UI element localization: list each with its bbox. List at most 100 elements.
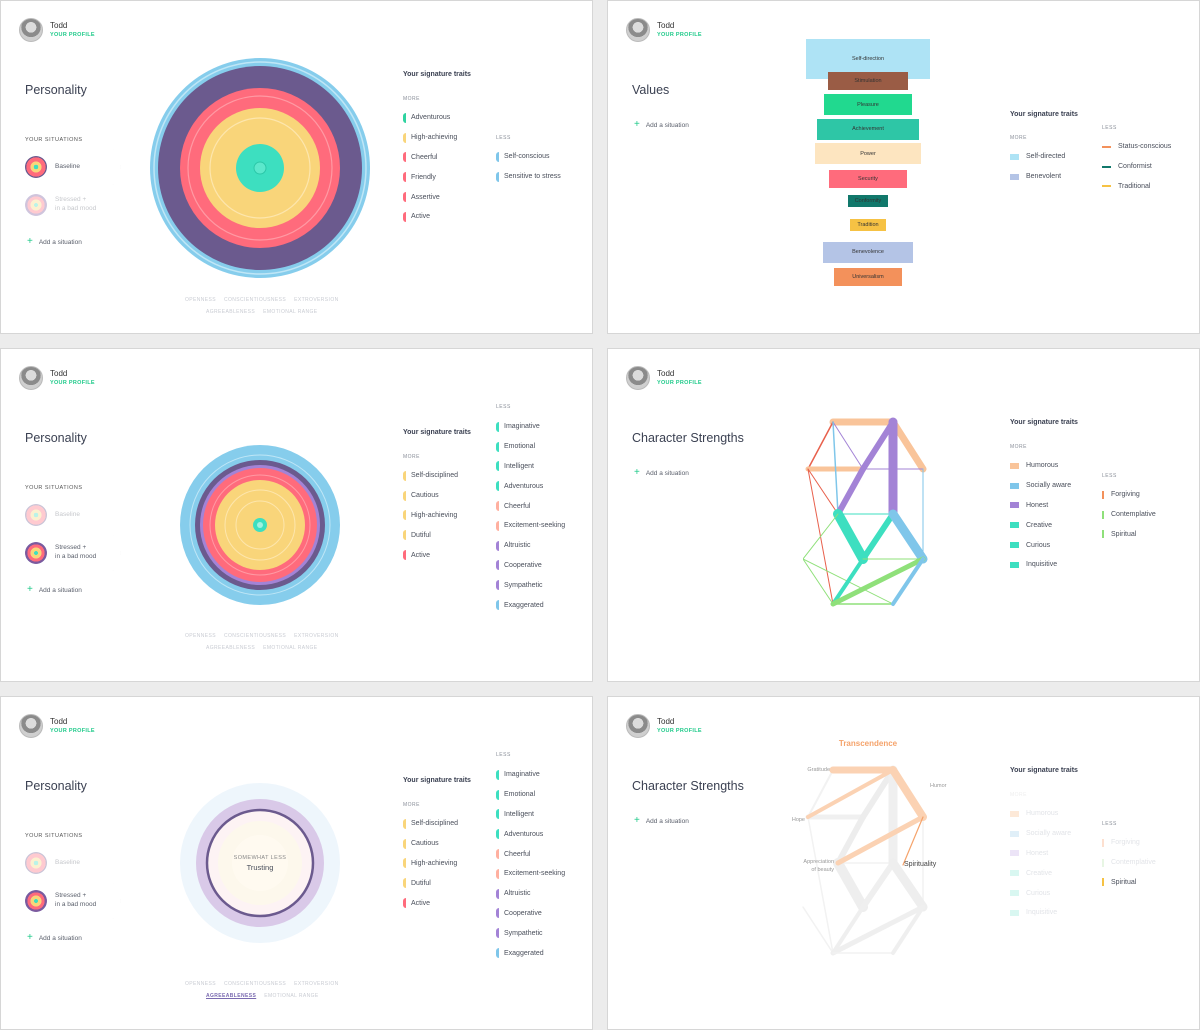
user-header[interactable]: Todd YOUR PROFILE (626, 366, 702, 390)
your-profile-link[interactable]: YOUR PROFILE (50, 727, 95, 734)
axis-agreeableness[interactable]: AGREEABLENESS (206, 645, 256, 651)
trait-item[interactable]: Creative (1010, 515, 1071, 535)
trait-item[interactable]: Emotional (496, 437, 565, 457)
situation-stressed[interactable]: Stressed + in a bad mood (19, 187, 121, 223)
trait-item[interactable]: High-achieving (403, 128, 457, 148)
trait-item[interactable]: Traditional (1102, 177, 1171, 197)
situation-stressed[interactable]: Stressed + in a bad mood (19, 535, 121, 571)
axis-emotional-range[interactable]: EMOTIONAL RANGE (263, 309, 318, 315)
trait-item[interactable]: Conformist (1102, 157, 1171, 177)
trait-item[interactable]: Active (403, 545, 458, 565)
value-bar[interactable]: Security (828, 170, 908, 188)
axis-openness[interactable]: OPENNESS (185, 981, 216, 987)
user-header[interactable]: Todd YOUR PROFILE (626, 714, 702, 738)
trait-item[interactable]: Cheerful (496, 844, 565, 864)
value-bar[interactable]: Stimulation (827, 71, 909, 90)
situation-baseline[interactable]: Baseline (19, 845, 121, 881)
value-bar[interactable]: Power (815, 143, 921, 165)
situation-baseline[interactable]: Baseline (19, 149, 121, 185)
value-bar[interactable]: Pleasure (823, 94, 913, 116)
your-profile-link[interactable]: YOUR PROFILE (50, 31, 95, 38)
axis-conscientiousness[interactable]: CONSCIENTIOUSNESS (224, 297, 287, 303)
trait-item[interactable]: Status-conscious (1102, 137, 1171, 157)
trait-item[interactable]: Self-disciplined (403, 814, 458, 834)
axis-emotional-range[interactable]: EMOTIONAL RANGE (264, 993, 319, 999)
value-bar[interactable]: Benevolence (822, 241, 914, 263)
trait-item[interactable]: Cheerful (496, 496, 565, 516)
value-bar[interactable]: Achievement (817, 118, 919, 140)
add-situation-button[interactable]: + Add a situation (634, 815, 689, 826)
trait-item[interactable]: High-achieving (403, 854, 458, 874)
trait-item[interactable]: Creative (1010, 863, 1071, 883)
trait-item[interactable]: Inquisitive (1010, 555, 1071, 575)
axis-conscientiousness[interactable]: CONSCIENTIOUSNESS (224, 633, 287, 639)
trait-item[interactable]: Self-conscious (496, 147, 561, 167)
add-situation-button[interactable]: + Add a situation (634, 467, 689, 478)
trait-item[interactable]: Honest (1010, 496, 1071, 516)
trait-item[interactable]: Cautious (403, 486, 458, 506)
trait-item[interactable]: Emotional (496, 785, 565, 805)
trait-item[interactable]: Cooperative (496, 904, 565, 924)
value-bar[interactable]: Universalism (833, 268, 903, 287)
user-header[interactable]: Todd YOUR PROFILE (19, 366, 95, 390)
your-profile-link[interactable]: YOUR PROFILE (657, 31, 702, 38)
value-bar[interactable]: Tradition (850, 219, 886, 232)
trait-item[interactable]: Inquisitive (1010, 903, 1071, 923)
trait-item[interactable]: Adventurous (403, 108, 457, 128)
trait-item[interactable]: Honest (1010, 844, 1071, 864)
trait-item[interactable]: Curious (1010, 535, 1071, 555)
user-header[interactable]: Todd YOUR PROFILE (19, 18, 95, 42)
trait-item[interactable]: Spiritual (1102, 525, 1156, 545)
trait-item[interactable]: Cautious (403, 834, 458, 854)
trait-item[interactable]: Exaggerated (496, 943, 565, 963)
trait-item[interactable]: Adventurous (496, 476, 565, 496)
add-situation-button[interactable]: + Add a situation (634, 119, 689, 130)
trait-item[interactable]: Sympathetic (496, 575, 565, 595)
trait-item[interactable]: Assertive (403, 187, 457, 207)
trait-item[interactable]: Excitement-seeking (496, 864, 565, 884)
axis-extroversion[interactable]: EXTROVERSION (294, 633, 339, 639)
axis-extroversion[interactable]: EXTROVERSION (294, 297, 339, 303)
axis-conscientiousness[interactable]: CONSCIENTIOUSNESS (224, 981, 287, 987)
trait-item[interactable]: Cooperative (496, 556, 565, 576)
add-situation-button[interactable]: + Add a situation (27, 932, 82, 943)
trait-item[interactable]: Exaggerated (496, 595, 565, 615)
axis-openness[interactable]: OPENNESS (185, 633, 216, 639)
trait-item[interactable]: Sympathetic (496, 923, 565, 943)
trait-item[interactable]: Socially aware (1010, 824, 1071, 844)
situation-stressed[interactable]: Stressed + in a bad mood (19, 883, 121, 919)
trait-item[interactable]: Imaginative (496, 765, 565, 785)
trait-item[interactable]: Cheerful (403, 148, 457, 168)
trait-item[interactable]: Altruistic (496, 536, 565, 556)
trait-item[interactable]: Contemplative (1102, 853, 1156, 873)
value-bar[interactable]: Conformity (848, 194, 888, 207)
axis-openness[interactable]: OPENNESS (185, 297, 216, 303)
user-header[interactable]: Todd YOUR PROFILE (19, 714, 95, 738)
trait-item[interactable]: Socially aware (1010, 476, 1071, 496)
axis-emotional-range[interactable]: EMOTIONAL RANGE (263, 645, 318, 651)
trait-item[interactable]: Spiritual (1102, 873, 1156, 893)
trait-item[interactable]: High-achieving (403, 506, 458, 526)
trait-item[interactable]: Curious (1010, 883, 1071, 903)
trait-item[interactable]: Excitement-seeking (496, 516, 565, 536)
trait-item[interactable]: Intelligent (496, 457, 565, 477)
trait-item[interactable]: Active (403, 893, 458, 913)
situation-baseline[interactable]: Baseline (19, 497, 121, 533)
add-situation-button[interactable]: + Add a situation (27, 584, 82, 595)
trait-item[interactable]: Friendly (403, 167, 457, 187)
trait-item[interactable]: Humorous (1010, 456, 1071, 476)
trait-item[interactable]: Self-directed (1010, 147, 1065, 167)
axis-agreeableness[interactable]: AGREEABLENESS (206, 993, 257, 999)
user-header[interactable]: Todd YOUR PROFILE (626, 18, 702, 42)
your-profile-link[interactable]: YOUR PROFILE (50, 379, 95, 386)
trait-item[interactable]: Dutiful (403, 525, 458, 545)
your-profile-link[interactable]: YOUR PROFILE (657, 727, 702, 734)
your-profile-link[interactable]: YOUR PROFILE (657, 379, 702, 386)
trait-item[interactable]: Dutiful (403, 873, 458, 893)
trait-item[interactable]: Adventurous (496, 824, 565, 844)
trait-item[interactable]: Sensitive to stress (496, 167, 561, 187)
trait-item[interactable]: Active (403, 207, 457, 227)
trait-item[interactable]: Intelligent (496, 805, 565, 825)
trait-item[interactable]: Forgiving (1102, 833, 1156, 853)
trait-item[interactable]: Imaginative (496, 417, 565, 437)
